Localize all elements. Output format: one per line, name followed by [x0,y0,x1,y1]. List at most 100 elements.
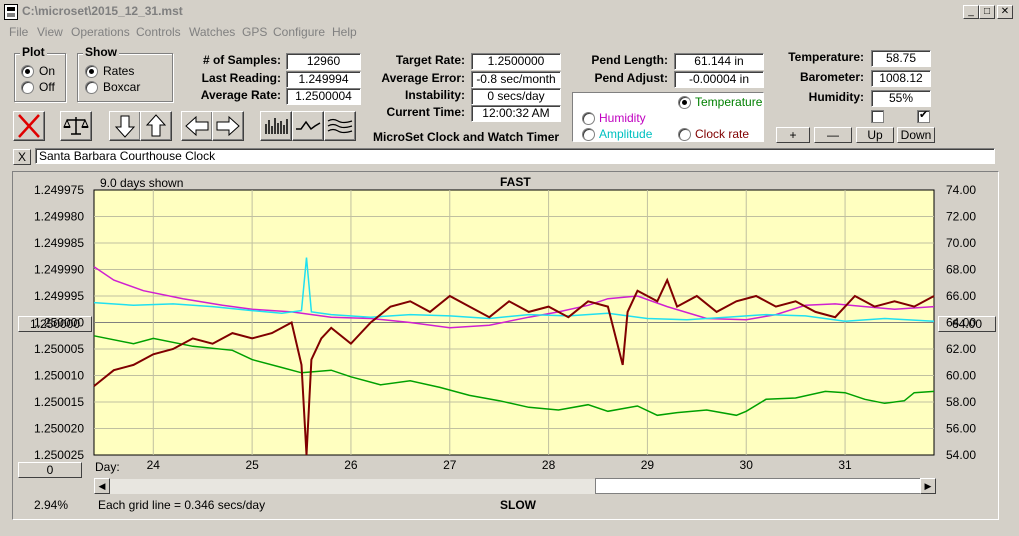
amplitude-option-label: Amplitude [599,127,653,141]
plus-button[interactable]: + [776,127,810,143]
temperature-label: Temperature: [788,50,864,64]
humidity-radio[interactable] [582,112,595,125]
left-bottom-value-button[interactable]: 0 [18,462,82,478]
left-tick-label: 1.250025 [34,448,84,462]
scroll-left-button[interactable] [181,111,213,141]
right-tick-label: 74.00 [946,183,976,197]
scroll-right-button[interactable] [212,111,244,141]
left-tick-label: 1.250010 [34,369,84,383]
scroll-right-arrow[interactable]: ▶ [920,478,936,494]
left-tick-label: 1.249975 [34,183,84,197]
left-tick-label: 1.250020 [34,422,84,436]
histogram-button[interactable] [260,111,292,141]
target-rate-label: Target Rate: [395,53,465,67]
chart-panel [12,171,999,520]
title-bar: C:\microset\2015_12_31.mst _ □ ✕ [0,0,1019,22]
right-tick-label: 60.00 [946,369,976,383]
red-x-icon [18,114,40,138]
balance-button[interactable] [60,111,92,141]
menu-help[interactable]: Help [332,25,357,39]
arrow-left-icon [185,115,209,137]
x-tick-label: 28 [542,458,556,472]
fast-label: FAST [500,175,531,189]
temperature-radio[interactable] [678,96,691,109]
close-button[interactable]: ✕ [997,5,1013,19]
pend-adjust-label: Pend Adjust: [594,71,668,85]
plot-on-radio[interactable] [21,65,34,78]
plot-off-label: Off [39,80,55,94]
show-group [77,53,173,102]
left-tick-label: 1.250000 [34,316,84,330]
scroll-left-arrow[interactable]: ◀ [94,478,110,494]
left-tick-label: 1.249985 [34,236,84,250]
target-rate-field[interactable]: 1.2500000 [471,53,561,70]
up-button[interactable]: Up [856,127,894,143]
right-tick-label: 72.00 [946,210,976,224]
x-tick-label: 25 [245,458,259,472]
maximize-button[interactable]: □ [979,5,995,19]
days-shown-label: 9.0 days shown [100,176,184,190]
menu-gps[interactable]: GPS [242,25,268,39]
left-tick-label: 1.250015 [34,395,84,409]
clock-name-field[interactable]: Santa Barbara Courthouse Clock [35,148,995,164]
right-tick-label: 64.00 [946,316,976,330]
average-error-field: -0.8 sec/month [471,71,561,88]
show-boxcar-radio[interactable] [85,81,98,94]
slow-label: SLOW [500,498,536,512]
menu-watches[interactable]: Watches [189,25,236,39]
series-clock-rate [93,277,935,456]
humidity-option-label: Humidity [599,111,646,125]
x-tick-label: 30 [740,458,754,472]
menu-operations[interactable]: Operations [71,25,130,39]
day-axis-label: Day: [95,460,120,474]
left-tick-label: 1.249980 [34,210,84,224]
right-tick-label: 58.00 [946,395,976,409]
app-caption: MicroSet Clock and Watch Timer [373,130,560,144]
clock-rate-radio[interactable] [678,128,691,141]
menu-view[interactable]: View [37,25,63,39]
arrow-right-icon [216,115,240,137]
clock-rate-option-label: Clock rate [695,127,750,141]
line-graph-button[interactable] [292,111,324,141]
minimize-button[interactable]: _ [963,5,979,19]
left-tick-label: 1.249990 [34,263,84,277]
check-mark-icon: ✔ [919,109,929,121]
x-tick-label: 29 [641,458,655,472]
arrow-down-icon [114,115,136,138]
samples-label: # of Samples: [202,53,281,67]
down-button[interactable]: Down [897,127,935,143]
scroll-up-button[interactable] [140,111,172,141]
samples-field: 12960 [286,53,361,70]
scroll-down-button[interactable] [109,111,141,141]
left-tick-label: 1.250005 [34,342,84,356]
multi-wave-button[interactable] [324,111,356,141]
series-amplitude [93,257,935,322]
balance-scale-icon [63,117,89,135]
right-tick-label: 62.00 [946,342,976,356]
right-axis-value-button[interactable]: 64.00 [938,316,996,332]
average-rate-field: 1.2500004 [286,88,361,105]
left-axis-value-button[interactable]: 1.250000 [18,316,92,332]
show-rates-radio[interactable] [85,65,98,78]
show-group-title: Show [83,45,119,59]
clear-clock-name-button[interactable]: X [13,149,31,165]
amplitude-radio[interactable] [582,128,595,141]
temperature-field: 58.75 [871,50,931,67]
show-rates-label: Rates [103,64,135,78]
right-tick-label: 68.00 [946,263,976,277]
pend-length-field[interactable]: 61.144 in [674,53,764,70]
plot-off-radio[interactable] [21,81,34,94]
menu-file[interactable]: File [9,25,29,39]
menu-controls[interactable]: Controls [136,25,181,39]
window-title: C:\microset\2015_12_31.mst [22,4,183,18]
checkbox-2[interactable]: ✔ [917,109,930,123]
instability-field: 0 secs/day [471,88,561,105]
right-tick-label: 70.00 [946,236,976,250]
multi-wave-icon [327,118,353,134]
minus-button[interactable]: — [814,127,852,143]
checkbox-1[interactable] [871,110,884,123]
right-tick-label: 66.00 [946,289,976,303]
menu-configure[interactable]: Configure [273,25,326,39]
clear-button[interactable] [13,111,45,141]
